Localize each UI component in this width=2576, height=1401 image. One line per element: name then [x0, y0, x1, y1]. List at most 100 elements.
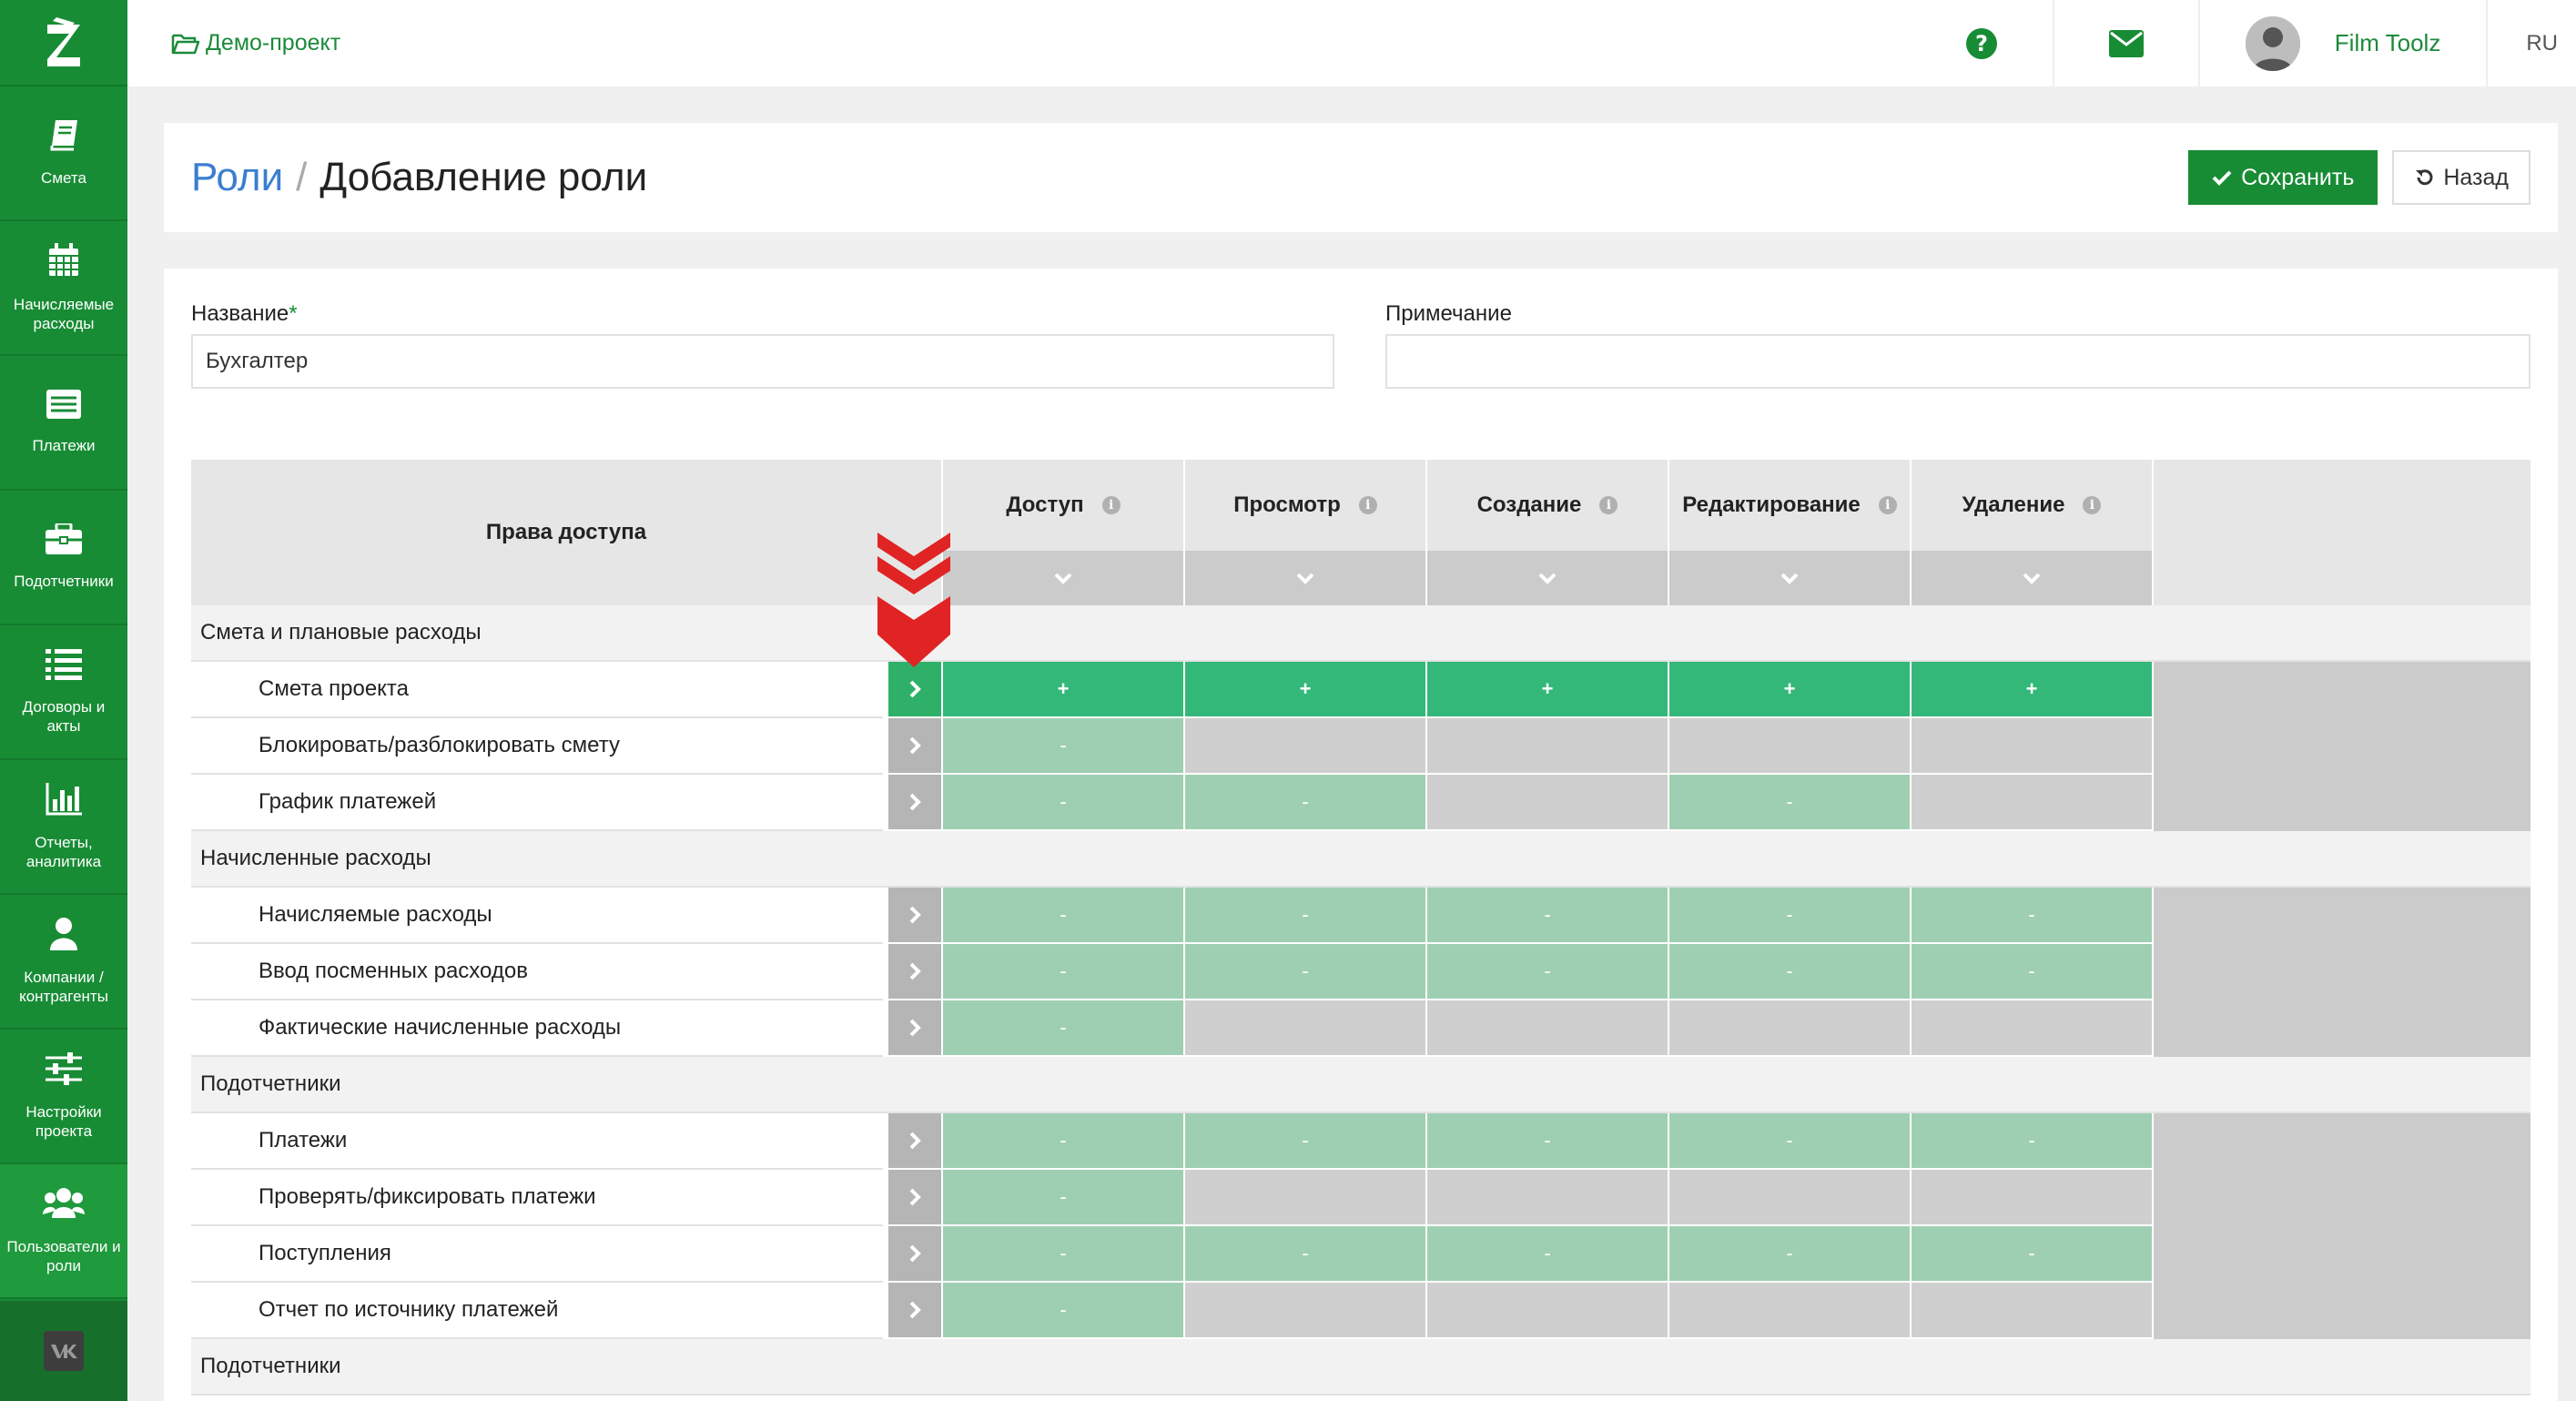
check-icon [2212, 170, 2232, 186]
permission-toggle-доступ[interactable]: - [941, 1000, 1183, 1057]
permission-toggle-доступ[interactable]: - [941, 944, 1183, 1000]
vk-link[interactable] [0, 1301, 127, 1401]
permission-toggle-создание[interactable]: - [1425, 944, 1668, 1000]
required-mark: * [289, 301, 298, 326]
permission-toggle-редактирование[interactable]: - [1668, 775, 1910, 831]
permission-toggle-удаление[interactable]: - [1910, 1113, 2152, 1170]
permission-toggle-создание[interactable]: - [1425, 888, 1668, 944]
permission-toggle-доступ[interactable]: - [941, 1226, 1183, 1283]
permission-row: Поступления - - - - - [191, 1226, 2530, 1283]
column-header: Удаление i [1910, 460, 2152, 605]
permission-toggle-редактирование[interactable]: - [1668, 1226, 1910, 1283]
sidebar-item-list-bullets[interactable]: Договоры и акты [0, 625, 127, 760]
undo-icon [2416, 169, 2433, 186]
permission-toggle-редактирование[interactable]: - [1668, 1113, 1910, 1170]
sidebar: Смета Начисляемые расходы Платежи Подотчетн… [0, 0, 127, 1401]
info-icon[interactable]: i [1878, 496, 1897, 514]
expand-row-button[interactable] [888, 662, 941, 718]
column-toggle-dropdown[interactable] [1912, 551, 2152, 605]
expand-row-button[interactable] [888, 1170, 941, 1226]
permission-toggle-просмотр[interactable]: - [1183, 1226, 1425, 1283]
sidebar-item-calendar[interactable]: Начисляемые расходы [0, 221, 127, 356]
sidebar-item-label: Договоры и акты [22, 697, 106, 735]
sidebar-item-list[interactable]: Платежи [0, 356, 127, 491]
info-icon[interactable]: i [1599, 496, 1618, 514]
user-menu[interactable]: Film Toolz [2197, 0, 2487, 86]
permission-toggle-доступ[interactable]: - [941, 888, 1183, 944]
permission-toggle-удаление[interactable]: - [1910, 944, 2152, 1000]
permission-toggle-редактирование [1668, 1283, 1910, 1339]
permission-toggle-удаление[interactable]: - [1910, 1226, 2152, 1283]
info-icon[interactable]: i [1101, 496, 1121, 514]
app-logo[interactable] [0, 0, 127, 86]
permission-toggle-создание[interactable]: + [1425, 662, 1668, 718]
permission-toggle-просмотр[interactable]: + [1183, 662, 1425, 718]
column-toggle-dropdown[interactable] [1185, 551, 1425, 605]
permission-toggle-просмотр[interactable]: - [1183, 944, 1425, 1000]
info-icon[interactable]: i [2083, 496, 2102, 514]
permission-toggle-доступ[interactable]: - [941, 1170, 1183, 1226]
expand-row-button[interactable] [888, 1226, 941, 1283]
messages-button[interactable] [2052, 0, 2198, 86]
sidebar-item-briefcase[interactable]: Подотчетники [0, 491, 127, 625]
column-toggle-dropdown[interactable] [1427, 551, 1668, 605]
list-bullets-icon [46, 648, 82, 697]
column-toggle-dropdown[interactable] [943, 551, 1183, 605]
name-input[interactable] [191, 334, 1334, 389]
column-title: Создание [1476, 492, 1582, 517]
sidebar-item-bar-chart[interactable]: Отчеты, аналитика [0, 760, 127, 895]
sliders-icon [46, 1051, 82, 1102]
project-link[interactable]: Демо-проект [171, 30, 340, 56]
permission-toggle-просмотр[interactable]: - [1183, 1113, 1425, 1170]
sidebar-item-label: Настройки проекта [25, 1102, 102, 1140]
language-switch[interactable]: RU [2486, 0, 2576, 86]
permissions-table: Права доступа Доступ i Просмотр i Создание i Р… [191, 460, 2530, 1396]
help-button[interactable]: ? [1911, 0, 2053, 86]
expand-row-button[interactable] [888, 1113, 941, 1170]
sidebar-item-book[interactable]: Смета [0, 86, 127, 221]
note-input[interactable] [1385, 334, 2530, 389]
column-toggle-dropdown[interactable] [1669, 551, 1910, 605]
chevron-right-icon [909, 1188, 921, 1206]
permission-toggle-доступ[interactable]: - [941, 775, 1183, 831]
permission-section-header: Начисленные расходы [191, 831, 2530, 888]
permission-toggle-просмотр[interactable]: - [1183, 775, 1425, 831]
info-icon[interactable]: i [1358, 496, 1377, 514]
permission-name: Платежи [191, 1113, 883, 1170]
save-button[interactable]: Сохранить [2188, 150, 2378, 205]
permission-toggle-доступ[interactable]: + [941, 662, 1183, 718]
expand-row-button[interactable] [888, 1283, 941, 1339]
expand-row-button[interactable] [888, 1000, 941, 1057]
sidebar-item-users[interactable]: Пользователи и роли [0, 1164, 127, 1299]
permission-toggle-доступ[interactable]: - [941, 718, 1183, 775]
breadcrumb-roles-link[interactable]: Роли [191, 155, 284, 199]
permission-toggle-просмотр[interactable]: - [1183, 888, 1425, 944]
chevron-right-icon [909, 962, 921, 980]
row-filler [2152, 775, 2530, 831]
expand-row-button[interactable] [888, 888, 941, 944]
back-button[interactable]: Назад [2392, 150, 2530, 205]
permission-toggle-создание[interactable]: - [1425, 1226, 1668, 1283]
sidebar-item-user[interactable]: Компании / контрагенты [0, 895, 127, 1030]
header-filler [2152, 460, 2530, 605]
sidebar-item-sliders[interactable]: Настройки проекта [0, 1030, 127, 1164]
permission-toggle-создание[interactable]: - [1425, 1113, 1668, 1170]
permission-toggle-редактирование[interactable]: - [1668, 944, 1910, 1000]
permission-toggle-доступ[interactable]: - [941, 1283, 1183, 1339]
permission-toggle-удаление[interactable]: - [1910, 888, 2152, 944]
permission-row: Смета проекта + + + + + [191, 662, 2530, 718]
permission-toggle-создание [1425, 1283, 1668, 1339]
row-filler [2152, 944, 2530, 1000]
permission-toggle-просмотр [1183, 1283, 1425, 1339]
permission-toggle-редактирование [1668, 1170, 1910, 1226]
expand-row-button[interactable] [888, 718, 941, 775]
avatar [2245, 15, 2300, 71]
permission-toggle-редактирование[interactable]: - [1668, 888, 1910, 944]
permission-toggle-редактирование[interactable]: + [1668, 662, 1910, 718]
column-header-label: Создание i [1427, 460, 1668, 551]
column-title: Редактирование [1682, 492, 1861, 517]
expand-row-button[interactable] [888, 775, 941, 831]
permission-toggle-доступ[interactable]: - [941, 1113, 1183, 1170]
permission-toggle-удаление[interactable]: + [1910, 662, 2152, 718]
expand-row-button[interactable] [888, 944, 941, 1000]
